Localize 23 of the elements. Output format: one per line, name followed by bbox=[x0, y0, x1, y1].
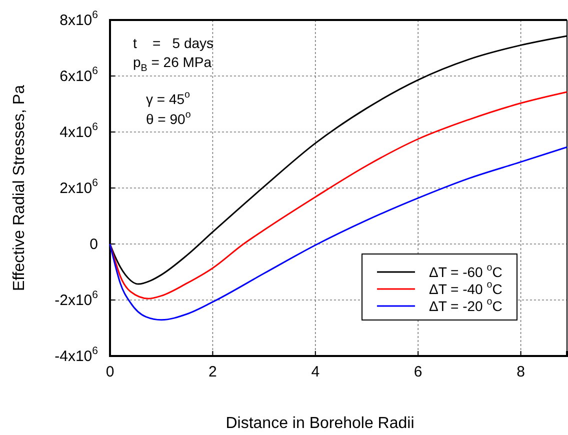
x-tick-label: 8 bbox=[516, 364, 525, 381]
legend-label: ΔT = -40 $^{o}$C bbox=[429, 280, 502, 297]
x-axis-title: Distance in Borehole Radii bbox=[226, 415, 414, 432]
x-tick-label: 0 bbox=[106, 364, 114, 381]
y-tick-label: -2x10$^{6}$ bbox=[54, 289, 98, 309]
legend-label: ΔT = -60 $^{o}$C bbox=[429, 262, 502, 280]
y-tick-label: 0 bbox=[90, 236, 98, 253]
y-tick-label: 8x10$^{6}$ bbox=[60, 9, 98, 29]
annotation: t = 5 days bbox=[133, 35, 214, 51]
x-tick-label: 6 bbox=[414, 364, 422, 381]
legend-label: ΔT = -20 $^{o}$C bbox=[429, 296, 502, 314]
annotation: γ = 45$^{o}$ bbox=[146, 90, 191, 107]
y-tick-label: 4x10$^{6}$ bbox=[60, 121, 98, 141]
y-tick-label: -4x10$^{6}$ bbox=[54, 345, 98, 365]
x-tick-label: 4 bbox=[311, 364, 320, 381]
x-tick-label: 2 bbox=[208, 364, 217, 381]
line-series bbox=[109, 91, 568, 300]
y-axis-title: Effective Radial Stresses, Pa bbox=[11, 84, 28, 292]
y-tick-label: 6x10$^{6}$ bbox=[60, 65, 98, 85]
y-tick-label: 2x10$^{6}$ bbox=[60, 177, 98, 197]
line-series bbox=[109, 146, 568, 321]
annotation: θ = 90$^{o}$ bbox=[146, 110, 192, 127]
annotation: p$_{B}$ = 26 MPa bbox=[133, 54, 212, 74]
